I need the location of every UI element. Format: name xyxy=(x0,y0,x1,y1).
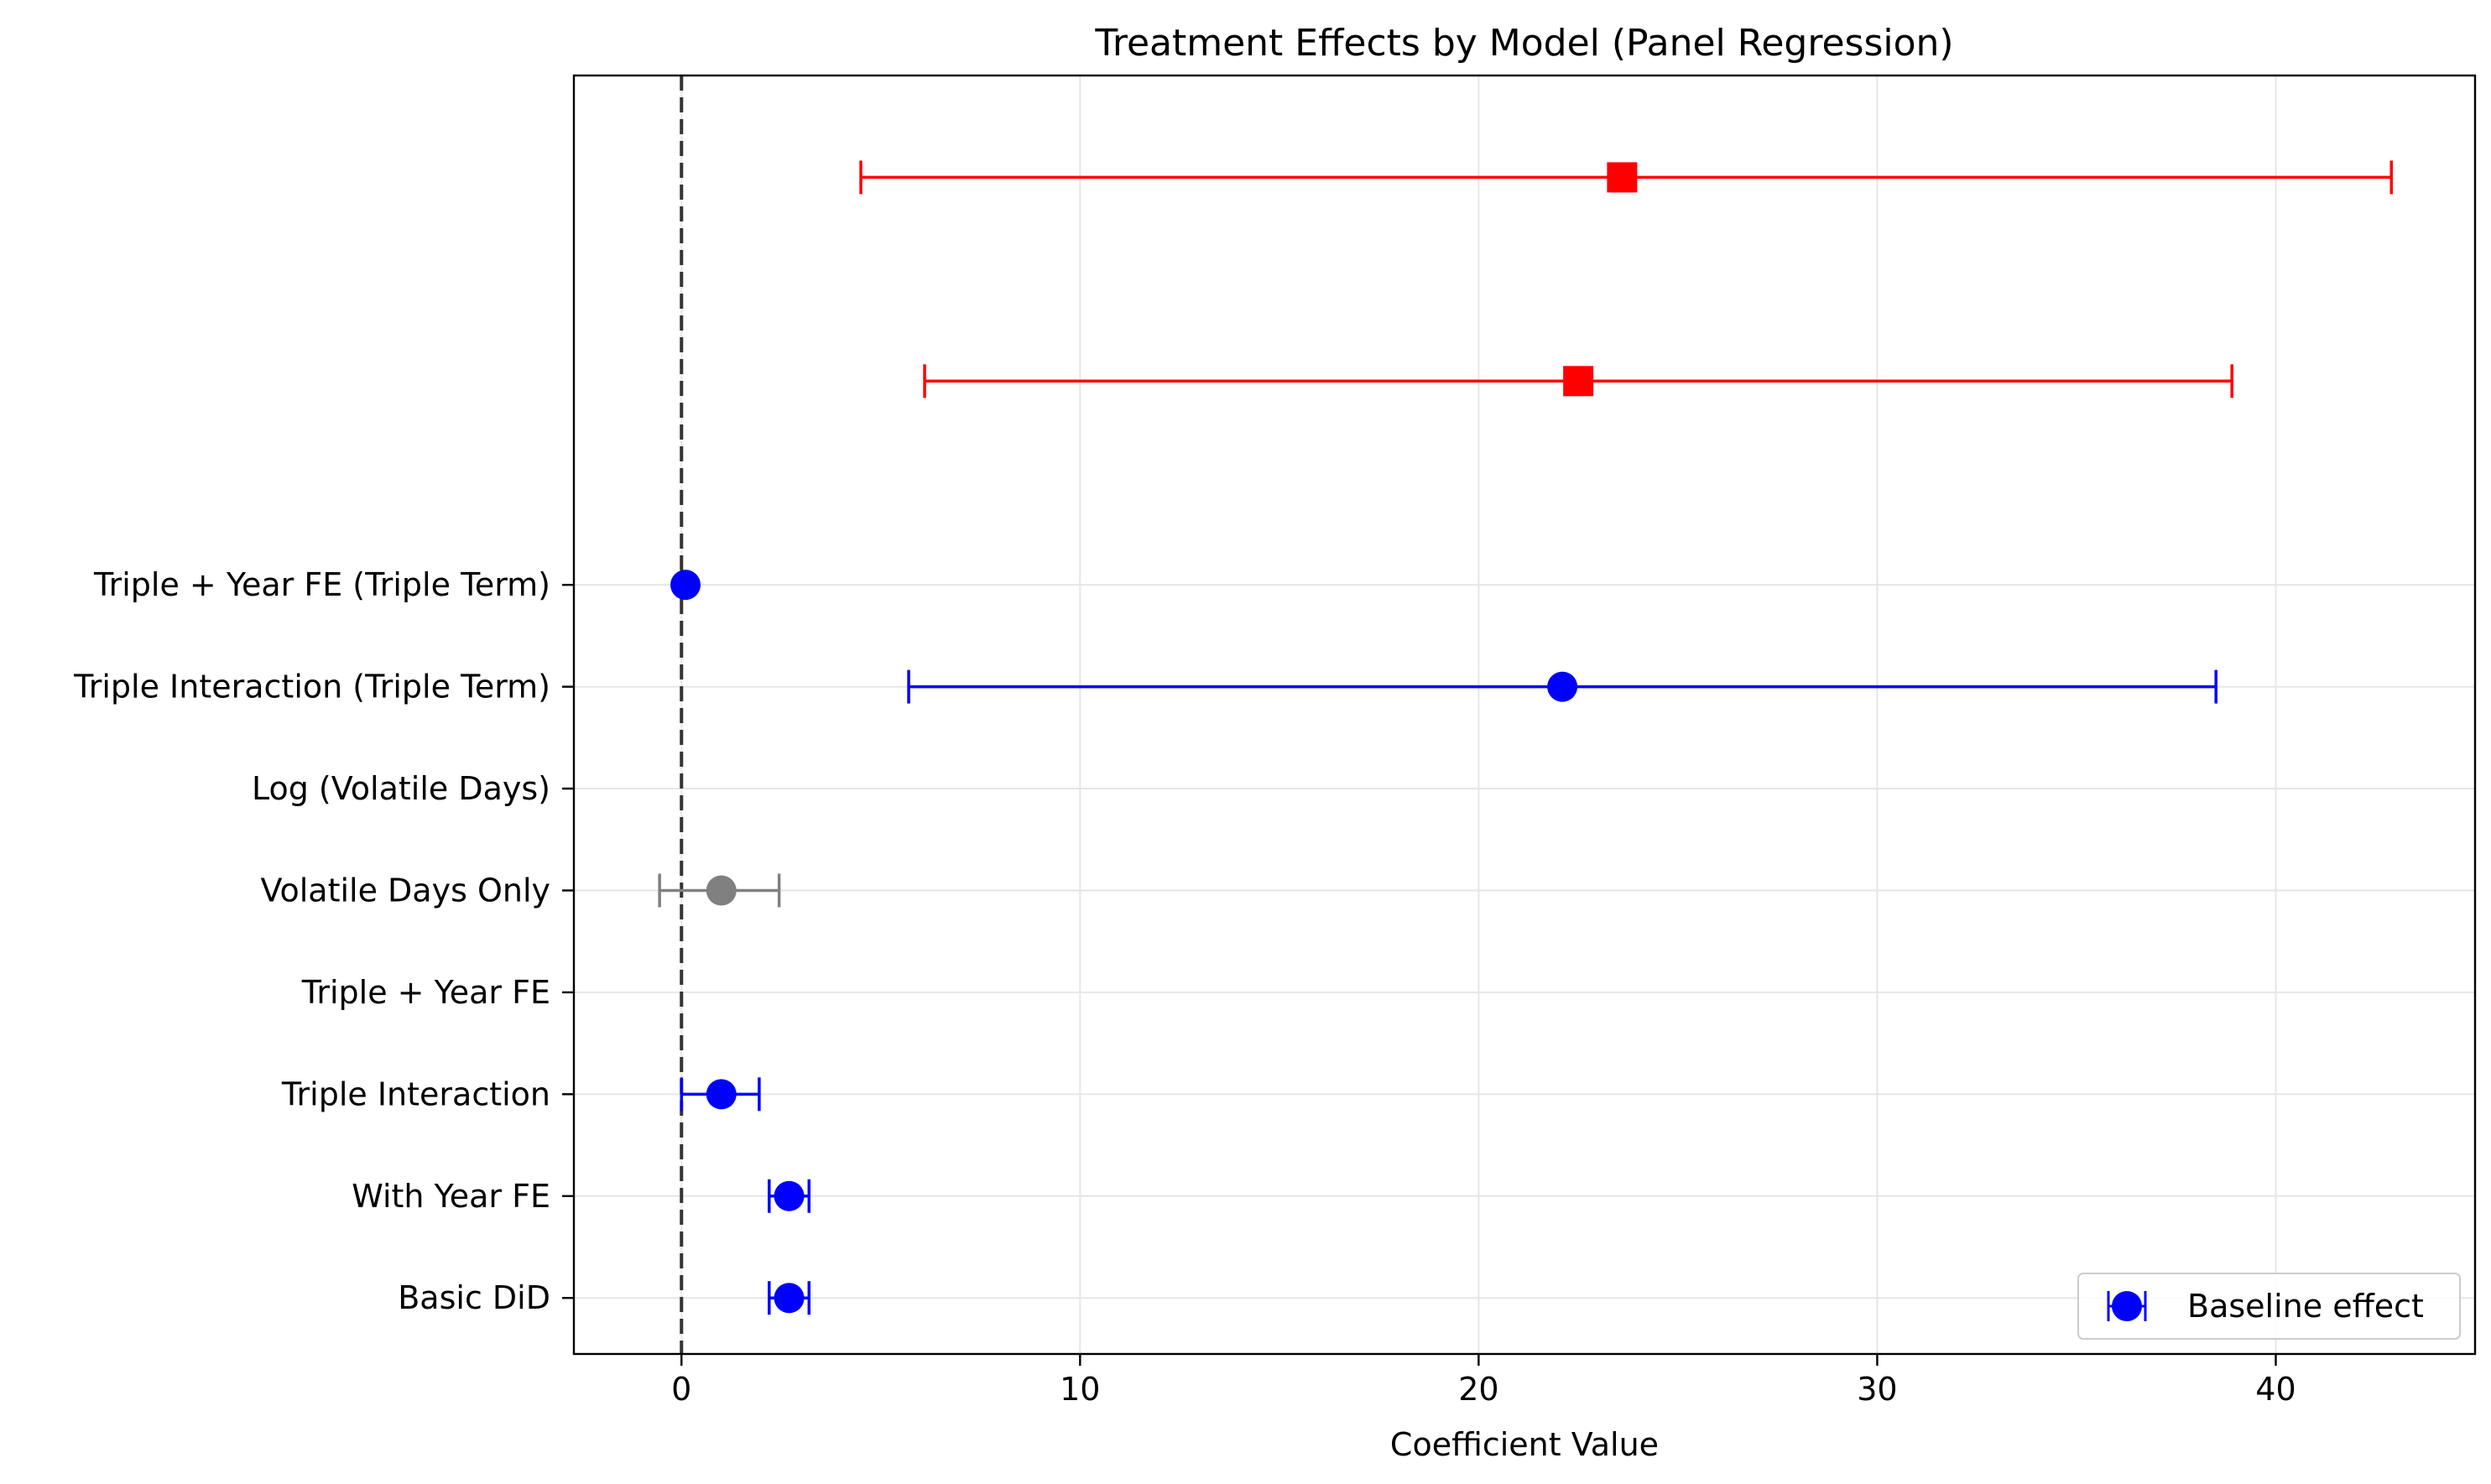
legend: Baseline effect xyxy=(2077,1273,2461,1340)
plot-area-frame xyxy=(572,74,2477,1356)
x-tick-label: 40 xyxy=(2255,1371,2296,1408)
legend-marker xyxy=(2112,1291,2142,1321)
y-tick-label: Log (Volatile Days) xyxy=(252,770,550,807)
x-tick-label: 20 xyxy=(1458,1371,1498,1408)
data-point-group xyxy=(859,160,2393,195)
y-tick-label: Triple + Year FE (Triple Term) xyxy=(93,566,550,603)
data-point-square xyxy=(1563,366,1594,397)
y-tick-label: Triple Interaction (Triple Term) xyxy=(73,669,550,706)
y-tick-label: Triple Interaction xyxy=(281,1075,550,1112)
y-tick-label: Volatile Days Only xyxy=(260,872,550,909)
data-point-group xyxy=(768,1281,811,1315)
data-point-circle xyxy=(706,1079,737,1110)
x-tick-label: 0 xyxy=(671,1371,691,1408)
legend-box xyxy=(2077,1273,2461,1340)
y-tick-label: Triple + Year FE xyxy=(301,974,550,1011)
data-point-circle xyxy=(670,570,701,601)
data-point-group xyxy=(670,570,701,601)
data-point-circle xyxy=(774,1180,805,1211)
data-point-group xyxy=(907,669,2217,704)
data-point-group xyxy=(680,1077,761,1112)
data-point-square xyxy=(1607,162,1638,193)
data-marks xyxy=(658,160,2393,1315)
data-point-group xyxy=(658,873,781,908)
data-point-circle xyxy=(1547,671,1578,702)
y-axis-ticks: Basic DiD With Year FE Triple Interaction T… xyxy=(73,566,574,1316)
grid-lines xyxy=(574,76,2475,1354)
y-tick-label: With Year FE xyxy=(352,1178,550,1215)
x-tick-label: 30 xyxy=(1857,1371,1897,1408)
x-axis-ticks: 0 10 20 30 40 xyxy=(671,1354,2296,1408)
y-tick-label: Basic DiD xyxy=(398,1279,550,1316)
data-point-circle xyxy=(774,1283,805,1314)
x-tick-label: 10 xyxy=(1060,1371,1100,1408)
x-axis-label: Coefficient Value xyxy=(1390,1426,1659,1463)
data-point-circle xyxy=(706,875,737,906)
chart-title: Treatment Effects by Model (Panel Regres… xyxy=(1094,22,1953,65)
data-point-group xyxy=(768,1179,811,1213)
data-point-group xyxy=(923,364,2233,398)
legend-label: Baseline effect xyxy=(2187,1288,2424,1325)
